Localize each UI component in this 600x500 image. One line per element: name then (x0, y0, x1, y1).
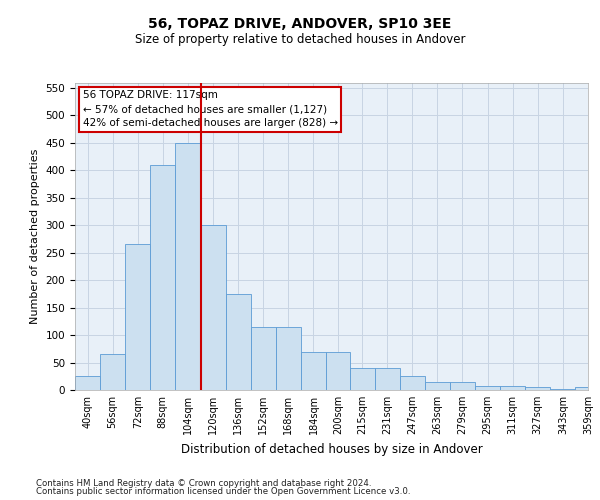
Text: Contains public sector information licensed under the Open Government Licence v3: Contains public sector information licen… (36, 487, 410, 496)
Text: 56 TOPAZ DRIVE: 117sqm
← 57% of detached houses are smaller (1,127)
42% of semi-: 56 TOPAZ DRIVE: 117sqm ← 57% of detached… (83, 90, 338, 128)
Bar (550, 389, 575, 390)
Bar (100, 354, 125, 390)
Text: Contains HM Land Registry data © Crown copyright and database right 2024.: Contains HM Land Registry data © Crown c… (36, 478, 371, 488)
X-axis label: Distribution of detached houses by size in Andover: Distribution of detached houses by size … (181, 442, 482, 456)
Bar (350, 368, 374, 390)
Bar (175, 143, 200, 390)
Bar (475, 386, 500, 390)
Bar (575, 388, 600, 390)
Bar (151, 165, 175, 390)
Text: Size of property relative to detached houses in Andover: Size of property relative to detached ho… (135, 32, 465, 46)
Bar (374, 368, 400, 390)
Bar (251, 327, 276, 390)
Bar (500, 386, 525, 390)
Bar (75, 376, 100, 390)
Bar (525, 388, 550, 390)
Bar (326, 352, 350, 390)
Bar (450, 382, 475, 390)
Bar (301, 352, 326, 390)
Bar (400, 376, 425, 390)
Bar (200, 226, 226, 390)
Bar (125, 244, 151, 390)
Bar (425, 382, 450, 390)
Bar (226, 294, 251, 390)
Text: 56, TOPAZ DRIVE, ANDOVER, SP10 3EE: 56, TOPAZ DRIVE, ANDOVER, SP10 3EE (148, 18, 452, 32)
Bar (276, 327, 301, 390)
Y-axis label: Number of detached properties: Number of detached properties (30, 148, 40, 324)
